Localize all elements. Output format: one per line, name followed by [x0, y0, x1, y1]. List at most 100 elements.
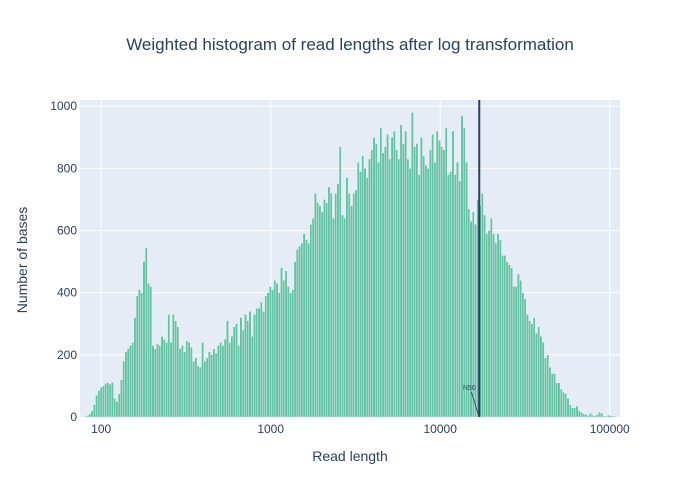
histogram-bar [578, 410, 581, 418]
histogram-bar [424, 165, 428, 418]
histogram-bar [352, 193, 356, 418]
histogram-bar [318, 205, 322, 418]
histogram-bar [600, 413, 604, 418]
histogram-bar [117, 393, 121, 418]
histogram-bar [163, 339, 166, 418]
histogram-bar [187, 342, 191, 418]
n50-marker: N50 [463, 100, 481, 418]
histogram-bar [336, 183, 340, 418]
histogram-bar [544, 357, 547, 418]
n50-label: N50 [463, 385, 476, 392]
histogram-bar [133, 317, 137, 418]
histogram-bar [284, 270, 288, 418]
histogram-bar [485, 233, 489, 418]
histogram-bar [181, 345, 184, 418]
y-axis-ticks: 0 200 400 600 800 1000 [50, 99, 77, 424]
histogram-bar [138, 289, 141, 418]
histogram-bar [140, 292, 144, 418]
x-tick-label: 100000 [590, 422, 630, 436]
histogram-bar [591, 414, 595, 418]
histogram-bar [593, 415, 597, 418]
histogram-bar [512, 286, 516, 418]
histogram-bar [296, 249, 299, 418]
histogram-bar [259, 301, 263, 418]
histogram-bar [314, 193, 317, 418]
histogram-bar [404, 130, 407, 418]
histogram-bar [135, 295, 139, 418]
histogram-bar [266, 292, 270, 418]
histogram-bar [205, 357, 209, 418]
histogram-bar [142, 261, 146, 418]
histogram-bar [393, 130, 396, 418]
histogram-bar [208, 351, 211, 418]
histogram-bar [386, 134, 389, 418]
histogram-bar [365, 177, 369, 418]
histogram-bar [539, 336, 543, 418]
y-axis-title: Number of bases [14, 207, 30, 314]
histogram-bar [537, 326, 540, 418]
histogram-bar [287, 286, 290, 418]
histogram-bar [564, 393, 568, 418]
histogram-bar [160, 336, 164, 418]
histogram-bar [408, 168, 412, 418]
histogram-bar [384, 146, 387, 418]
histogram-bar [167, 314, 171, 418]
histogram-bar [131, 342, 134, 418]
histogram-bar [363, 168, 367, 418]
histogram-bar [575, 405, 579, 418]
histogram-bar [108, 384, 112, 418]
histogram-bar [413, 146, 416, 418]
y-tick-label: 200 [57, 348, 77, 362]
histogram-bar [356, 162, 360, 418]
histogram-bar [354, 189, 358, 418]
histogram-bar [499, 239, 502, 418]
histogram-bar [456, 162, 459, 418]
histogram-bar [458, 180, 462, 418]
histogram-bar [571, 407, 574, 418]
histogram-bar [115, 401, 119, 418]
histogram-bar [226, 320, 229, 418]
histogram-bar [417, 174, 421, 418]
histogram-bar [151, 345, 155, 418]
histogram-bar [444, 127, 448, 418]
histogram-bar [390, 137, 394, 418]
histogram-bar [609, 415, 613, 418]
histogram-bar [361, 155, 365, 418]
histogram-bar [149, 286, 153, 418]
histogram-bar [232, 326, 236, 418]
histogram-bar [487, 230, 491, 418]
histogram-bar [275, 283, 279, 418]
histogram-bar [501, 255, 504, 418]
histogram-bar [528, 320, 531, 418]
histogram-bar [255, 308, 259, 418]
histogram-bar [460, 115, 464, 418]
histogram-bar [341, 214, 344, 418]
x-tick-label: 10000 [424, 422, 458, 436]
histogram-bar [278, 292, 281, 418]
histogram-bar [246, 320, 250, 418]
histogram-bar [271, 289, 274, 418]
histogram-bar [298, 245, 301, 418]
histogram-bar [311, 217, 315, 418]
histogram-bar [221, 345, 225, 418]
histogram-bar [359, 171, 362, 418]
histogram-bar [199, 367, 202, 418]
histogram-bar [183, 351, 186, 418]
histogram-bar [172, 314, 175, 418]
histogram-bar [431, 134, 434, 418]
histogram-bar [120, 379, 123, 418]
histogram-bar [519, 280, 522, 418]
histogram-bar [566, 398, 570, 418]
histogram-bar [244, 314, 247, 418]
histogram-bar [309, 224, 313, 418]
histogram-bar [97, 390, 101, 418]
histogram-bar [90, 410, 94, 418]
histogram-bar [280, 267, 283, 418]
histogram-bar [368, 158, 371, 418]
histogram-bar [174, 320, 177, 418]
histogram-bar [248, 311, 252, 418]
x-tick-label: 100 [91, 422, 111, 436]
histogram-bar [325, 202, 328, 418]
chart-title: Weighted histogram of read lengths after… [126, 35, 574, 54]
x-tick-label: 1000 [257, 422, 284, 436]
